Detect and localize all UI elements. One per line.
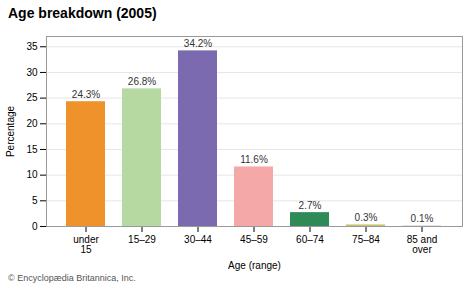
html-text:© Encyclopædia Britannica, Inc: © Encyclopædia Britannica, Inc.: [8, 273, 136, 283]
svg-text:0.1%: 0.1%: [411, 213, 434, 224]
svg-text:30–44: 30–44: [184, 234, 212, 245]
svg-text:20: 20: [26, 118, 38, 129]
svg-text:2.7%: 2.7%: [299, 200, 322, 211]
svg-text:10: 10: [26, 169, 38, 180]
svg-text:15: 15: [26, 144, 38, 155]
svg-text:35: 35: [26, 41, 38, 52]
svg-text:under15: under15: [73, 234, 99, 255]
svg-text:0.3%: 0.3%: [355, 212, 378, 223]
svg-text:85 andover: 85 andover: [407, 234, 438, 255]
svg-text:Percentage: Percentage: [5, 105, 16, 157]
svg-text:Age (range): Age (range): [228, 260, 281, 271]
svg-text:75–84: 75–84: [352, 234, 380, 245]
svg-text:34.2%: 34.2%: [184, 38, 212, 49]
svg-text:5: 5: [32, 195, 38, 206]
svg-text:60–74: 60–74: [296, 234, 324, 245]
svg-text:15–29: 15–29: [128, 234, 156, 245]
html-text:Age breakdown (2005): Age breakdown (2005): [8, 5, 157, 21]
svg-text:30: 30: [26, 67, 38, 78]
svg-text:0: 0: [32, 221, 38, 232]
svg-text:45–59: 45–59: [240, 234, 268, 245]
svg-text:26.8%: 26.8%: [128, 76, 156, 87]
svg-text:24.3%: 24.3%: [72, 89, 100, 100]
svg-text:11.6%: 11.6%: [240, 154, 268, 165]
svg-text:25: 25: [26, 92, 38, 103]
